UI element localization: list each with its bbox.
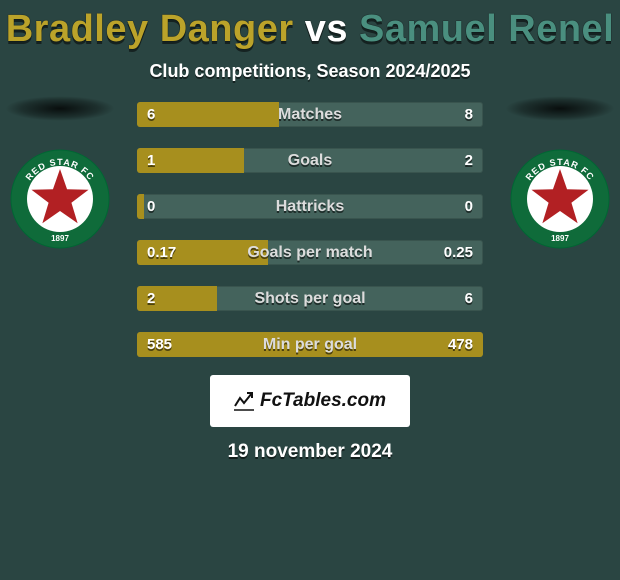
title-player2: Samuel Renel [359,8,614,50]
title-vs: vs [305,8,348,50]
stat-label: Goals [137,148,483,173]
stat-label: Matches [137,102,483,127]
comparison-content: RED STAR FC1897 RED STAR FC1897 6Matches… [0,102,620,357]
stat-row: 2Shots per goal6 [137,286,483,311]
stat-row: 6Matches8 [137,102,483,127]
chart-icon [234,391,254,411]
svg-text:1897: 1897 [551,234,569,243]
stat-label: Min per goal [137,332,483,357]
stat-rows: 6Matches81Goals20Hattricks00.17Goals per… [137,102,483,357]
stat-label: Hattricks [137,194,483,219]
watermark-text: FcTables.com [260,390,386,412]
date-text: 19 november 2024 [0,441,620,463]
club-badge-left: RED STAR FC1897 [10,149,110,249]
stat-row: 1Goals2 [137,148,483,173]
player-shadow [505,96,615,121]
stat-label: Goals per match [137,240,483,265]
player-shadow [5,96,115,121]
player2-logo-block: RED STAR FC1897 [500,96,620,249]
stat-value-right: 8 [465,102,473,127]
stat-row: 0.17Goals per match0.25 [137,240,483,265]
stat-label: Shots per goal [137,286,483,311]
title-player1: Bradley Danger [6,8,294,50]
stat-value-right: 2 [465,148,473,173]
stat-row: 0Hattricks0 [137,194,483,219]
page-title: Bradley Danger vs Samuel Renel [0,0,620,51]
club-badge-right: RED STAR FC1897 [510,149,610,249]
stat-row: 585Min per goal478 [137,332,483,357]
subtitle: Club competitions, Season 2024/2025 [0,61,620,82]
watermark-box: FcTables.com [210,375,410,427]
stat-value-right: 6 [465,286,473,311]
stat-value-right: 0 [465,194,473,219]
stat-value-right: 478 [448,332,473,357]
stat-value-right: 0.25 [444,240,473,265]
svg-text:1897: 1897 [51,234,69,243]
player1-logo-block: RED STAR FC1897 [0,96,120,249]
